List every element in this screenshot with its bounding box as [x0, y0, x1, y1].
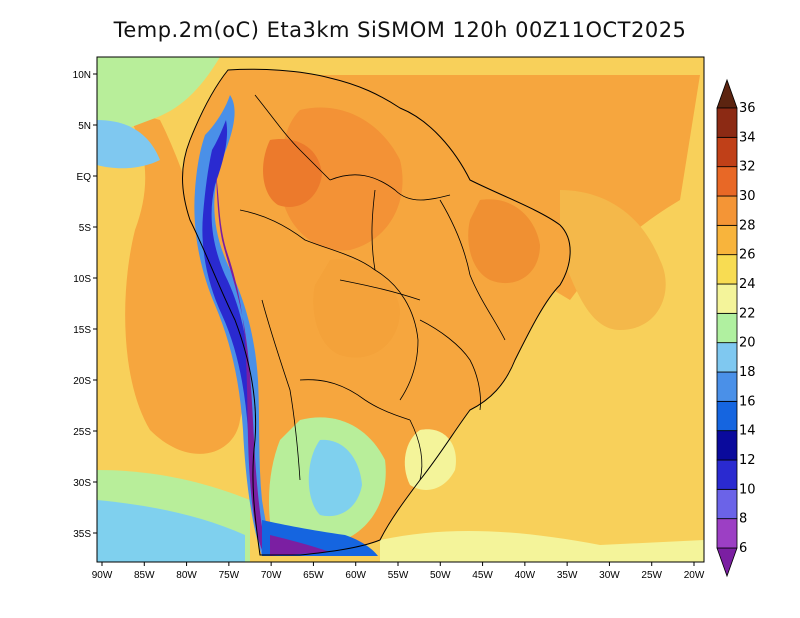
border-paraguay — [299, 379, 411, 421]
colorbar-label: 10 — [739, 482, 756, 497]
y-tick-label: 35S — [73, 529, 91, 540]
y-tick-label: 15S — [73, 325, 91, 336]
colorbar-swatch — [716, 166, 738, 197]
colorbar-label: 32 — [739, 160, 756, 175]
x-tick-label: 65W — [303, 570, 324, 581]
colorbar-swatch — [716, 400, 738, 432]
colorbar-label: 8 — [739, 512, 747, 527]
border-peru-brazil — [239, 209, 376, 271]
south-brazil-mild — [404, 429, 456, 490]
northeast-warm-core — [468, 199, 540, 284]
central-warm-core — [313, 259, 400, 358]
x-tick-label: 35W — [557, 570, 578, 581]
colorbar-label: 26 — [739, 248, 756, 263]
colorbar-label: 18 — [739, 365, 756, 380]
colorbar-swatch — [716, 283, 738, 314]
x-tick-label: 85W — [134, 570, 155, 581]
colorbar-swatch — [716, 430, 738, 461]
colorbar-swatch — [716, 312, 738, 344]
colorbar-label: 14 — [739, 424, 756, 439]
south-pacific-cooler — [97, 500, 245, 562]
colorbar-swatch — [716, 107, 738, 138]
colorbar-label: 12 — [739, 453, 756, 468]
colorbar-label: 16 — [739, 394, 756, 409]
x-tick-label: 50W — [430, 570, 451, 581]
colorbar-swatch — [716, 195, 738, 226]
border-colombia-venezuela — [254, 94, 331, 181]
colorbar-swatch — [716, 488, 738, 520]
x-tick-label: 25W — [641, 570, 662, 581]
atlantic-warm-patch — [560, 190, 666, 330]
y-tick-label: 5S — [79, 223, 92, 234]
map-field — [97, 57, 704, 562]
colorbar-label: 24 — [739, 277, 756, 292]
colorbar-max-arrow — [716, 78, 738, 109]
y-axis: 10N 5N EQ 5S 10S 15S 20S 25S 30S 35S — [73, 70, 97, 540]
border-brazil-states-2 — [419, 319, 481, 411]
x-axis: 90W 85W 80W 75W 70W 65W 60W 55W 50W 45W 40W 35W 30W 2… — [92, 562, 705, 581]
y-tick-label: EQ — [77, 172, 92, 183]
y-tick-label: 20S — [73, 376, 91, 387]
y-tick-label: 10N — [73, 70, 91, 81]
colorbar-swatch — [716, 136, 738, 168]
border-brazil-states-3 — [339, 279, 421, 301]
x-tick-label: 75W — [219, 570, 240, 581]
colorbar-swatch — [716, 224, 738, 256]
map-title: Temp.2m(oC) Eta3km SiSMOM 120h 00Z11OCT2… — [113, 18, 687, 42]
border-chile-argentina — [261, 299, 301, 481]
x-tick-label: 60W — [345, 570, 366, 581]
country-borders — [239, 94, 506, 481]
colorbar-swatch — [716, 371, 738, 402]
y-tick-label: 5N — [78, 121, 91, 132]
north-pacific-cooler — [97, 120, 160, 169]
colorbar-swatch — [716, 342, 738, 373]
border-bolivia-brazil — [374, 269, 419, 401]
x-tick-label: 55W — [388, 570, 409, 581]
x-tick-label: 40W — [515, 570, 536, 581]
colorbar-min-arrow — [716, 547, 738, 578]
y-tick-label: 25S — [73, 427, 91, 438]
x-tick-label: 30W — [599, 570, 620, 581]
y-tick-label: 30S — [73, 478, 91, 489]
border-brazil-north — [371, 189, 376, 271]
x-tick-label: 90W — [92, 570, 113, 581]
coastline — [182, 68, 571, 556]
colorbar-label: 22 — [739, 306, 756, 321]
plot-frame — [96, 56, 705, 563]
border-uruguay — [409, 419, 423, 481]
colorbar-label: 30 — [739, 189, 756, 204]
x-tick-label: 80W — [176, 570, 197, 581]
colorbar-swatch — [716, 518, 738, 549]
y-tick-label: 10S — [73, 274, 91, 285]
border-guianas — [329, 174, 451, 201]
colorbar-swatch — [716, 459, 738, 490]
colorbar-label: 6 — [739, 541, 747, 556]
hot-spot-west — [263, 139, 322, 207]
x-tick-label: 45W — [472, 570, 493, 581]
andes-cold-band — [202, 120, 270, 555]
colorbar-label: 34 — [739, 130, 756, 145]
north-pacific-cool — [97, 57, 220, 140]
x-tick-label: 70W — [261, 570, 282, 581]
colorbar-label: 28 — [739, 218, 756, 233]
x-tick-label: 20W — [684, 570, 705, 581]
amazon-warm-core — [280, 107, 403, 251]
colorbar-label: 20 — [739, 336, 756, 351]
pacific-warm-region — [125, 110, 246, 454]
colorbar-swatch — [716, 254, 738, 285]
patagonia-cool — [308, 439, 362, 517]
south-atlantic-cool — [380, 530, 704, 562]
border-brazil-states — [439, 199, 506, 341]
colorbar: 6 8 10 12 14 16 18 20 22 24 26 28 30 32 34 36 — [716, 78, 756, 578]
southern-tip-coldest — [270, 535, 330, 556]
colorbar-label: 36 — [739, 101, 756, 116]
